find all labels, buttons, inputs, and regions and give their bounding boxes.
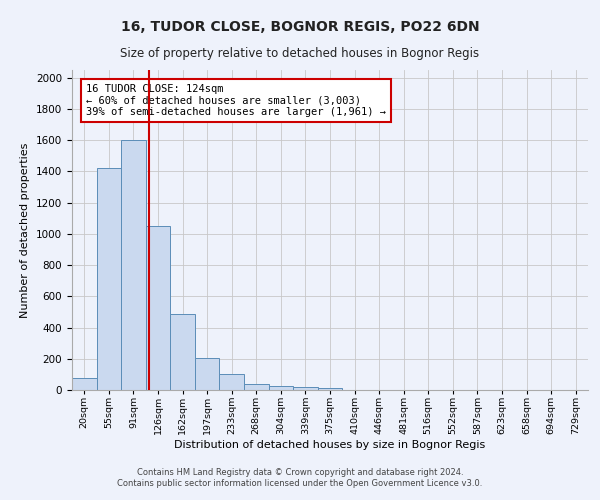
- X-axis label: Distribution of detached houses by size in Bognor Regis: Distribution of detached houses by size …: [175, 440, 485, 450]
- Bar: [121, 140, 146, 390]
- Bar: [97, 168, 121, 390]
- Bar: [244, 384, 269, 390]
- Bar: [220, 374, 244, 390]
- Bar: [269, 386, 293, 390]
- Text: 16 TUDOR CLOSE: 124sqm
← 60% of detached houses are smaller (3,003)
39% of semi-: 16 TUDOR CLOSE: 124sqm ← 60% of detached…: [86, 84, 386, 117]
- Bar: [72, 378, 97, 390]
- Bar: [293, 387, 318, 390]
- Bar: [318, 388, 342, 390]
- Text: Size of property relative to detached houses in Bognor Regis: Size of property relative to detached ho…: [121, 48, 479, 60]
- Bar: [195, 358, 220, 390]
- Bar: [170, 314, 195, 390]
- Bar: [146, 226, 170, 390]
- Y-axis label: Number of detached properties: Number of detached properties: [20, 142, 31, 318]
- Text: Contains HM Land Registry data © Crown copyright and database right 2024.
Contai: Contains HM Land Registry data © Crown c…: [118, 468, 482, 487]
- Text: 16, TUDOR CLOSE, BOGNOR REGIS, PO22 6DN: 16, TUDOR CLOSE, BOGNOR REGIS, PO22 6DN: [121, 20, 479, 34]
